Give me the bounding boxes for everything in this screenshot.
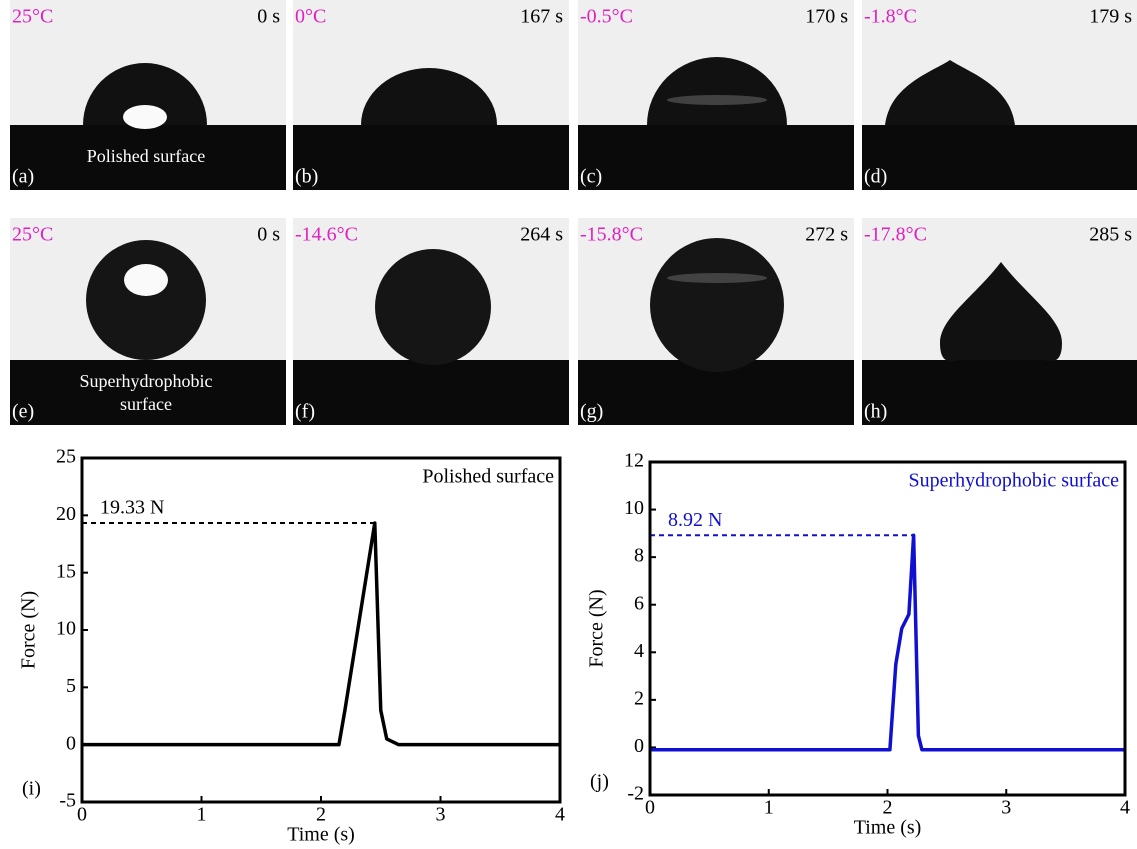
caption: Superhydrophobic <box>80 371 213 391</box>
x-tick-label: 0 <box>77 804 87 826</box>
panel-letter: (h) <box>864 401 887 423</box>
x-tick-label: 1 <box>197 804 207 826</box>
panel-letter: (f) <box>295 401 315 423</box>
plot-frame <box>80 456 562 804</box>
x-tick-label: 0 <box>645 797 655 819</box>
y-tick-label: 2 <box>634 687 644 709</box>
panel-letter: (b) <box>295 166 318 188</box>
time: 0 s <box>257 224 280 246</box>
y-tick-label: 20 <box>56 503 76 525</box>
panel-letter: (g) <box>580 401 603 423</box>
panel-letter: (c) <box>580 166 602 188</box>
peak-label: 8.92 N <box>668 509 722 531</box>
y-tick-label: 12 <box>624 450 644 472</box>
time: 264 s <box>520 224 563 246</box>
droplet-highlight <box>667 273 767 283</box>
x-tick-label: 4 <box>555 804 565 826</box>
caption: surface <box>120 394 172 414</box>
x-tick-label: 3 <box>436 804 446 826</box>
photo-panel: 0°C 167 s (b) <box>293 0 569 190</box>
time: 272 s <box>805 224 848 246</box>
y-tick-label: 8 <box>634 545 644 567</box>
time: 167 s <box>520 6 563 28</box>
temperature: -1.8°C <box>864 6 917 28</box>
y-tick-label: 15 <box>56 560 76 582</box>
droplet <box>361 68 497 125</box>
droplet <box>647 57 787 126</box>
chart-label: Polished surface <box>422 466 554 488</box>
time: 285 s <box>1089 224 1132 246</box>
y-tick-label: 5 <box>66 675 76 697</box>
caption: Polished surface <box>87 146 205 166</box>
panel-letter: (e) <box>12 401 34 423</box>
chart-label: Superhydrophobic surface <box>909 470 1120 492</box>
temperature: -15.8°C <box>580 224 643 246</box>
y-axis-label: Force (N) <box>586 589 608 667</box>
y-tick-label: 25 <box>56 446 76 468</box>
droplet <box>940 262 1062 362</box>
x-tick-label: 2 <box>316 804 326 826</box>
peak-label: 19.33 N <box>100 497 164 519</box>
photo-panel: -17.8°C 285 s (h) <box>862 218 1137 425</box>
substrate <box>578 125 854 190</box>
panel-letter: (d) <box>864 166 887 188</box>
droplet <box>885 60 1015 125</box>
y-tick-label: -5 <box>59 790 76 812</box>
droplet-reflection <box>123 105 167 129</box>
droplet <box>375 249 491 365</box>
y-tick-label: 6 <box>634 592 644 614</box>
droplet <box>83 63 207 125</box>
photo-panel: -15.8°C 272 s (g) <box>578 218 854 425</box>
photo-panel: -0.5°C 170 s (c) <box>578 0 854 190</box>
substrate <box>293 360 569 425</box>
x-tick-label: 2 <box>883 797 893 819</box>
photo-panel: -14.6°C 264 s (f) <box>293 218 569 425</box>
substrate <box>862 360 1137 425</box>
y-tick-label: -2 <box>627 783 644 805</box>
y-tick-label: 0 <box>634 735 644 757</box>
photo-panel: -1.8°C 179 s (d) <box>862 0 1137 190</box>
substrate <box>293 125 569 190</box>
time: 0 s <box>257 6 280 28</box>
temperature: 25°C <box>12 224 53 246</box>
x-axis-label: Time (s) <box>287 824 355 846</box>
temperature: -0.5°C <box>580 6 633 28</box>
x-axis-label: Time (s) <box>854 817 922 839</box>
y-axis-label: Force (N) <box>18 591 40 669</box>
time: 179 s <box>1089 6 1132 28</box>
temperature: -17.8°C <box>864 224 927 246</box>
x-tick-label: 1 <box>764 797 774 819</box>
droplet <box>650 238 784 372</box>
droplet-reflection <box>124 264 168 296</box>
plot-frame <box>648 460 1127 797</box>
panel-letter: (i) <box>22 778 41 800</box>
photo-panel: 25°C 0 s (e) Superhydrophobic surface <box>10 218 286 425</box>
x-tick-label: 3 <box>1001 797 1011 819</box>
force-line <box>82 521 560 747</box>
y-tick-label: 0 <box>66 732 76 754</box>
time: 170 s <box>805 6 848 28</box>
droplet-highlight <box>667 95 767 105</box>
substrate <box>10 125 286 190</box>
droplet <box>86 240 206 360</box>
temperature: 25°C <box>12 6 53 28</box>
x-tick-label: 4 <box>1120 797 1130 819</box>
substrate <box>10 360 286 425</box>
force-line <box>650 533 1125 752</box>
y-tick-label: 4 <box>634 640 644 662</box>
y-tick-label: 10 <box>624 497 644 519</box>
substrate <box>862 125 1137 190</box>
temperature: 0°C <box>295 6 326 28</box>
panel-letter: (j) <box>590 771 609 793</box>
panel-letter: (a) <box>12 166 34 188</box>
y-tick-label: 10 <box>56 618 76 640</box>
temperature: -14.6°C <box>295 224 358 246</box>
photo-panel: 25°C 0 s (a) Polished surface <box>10 0 286 190</box>
